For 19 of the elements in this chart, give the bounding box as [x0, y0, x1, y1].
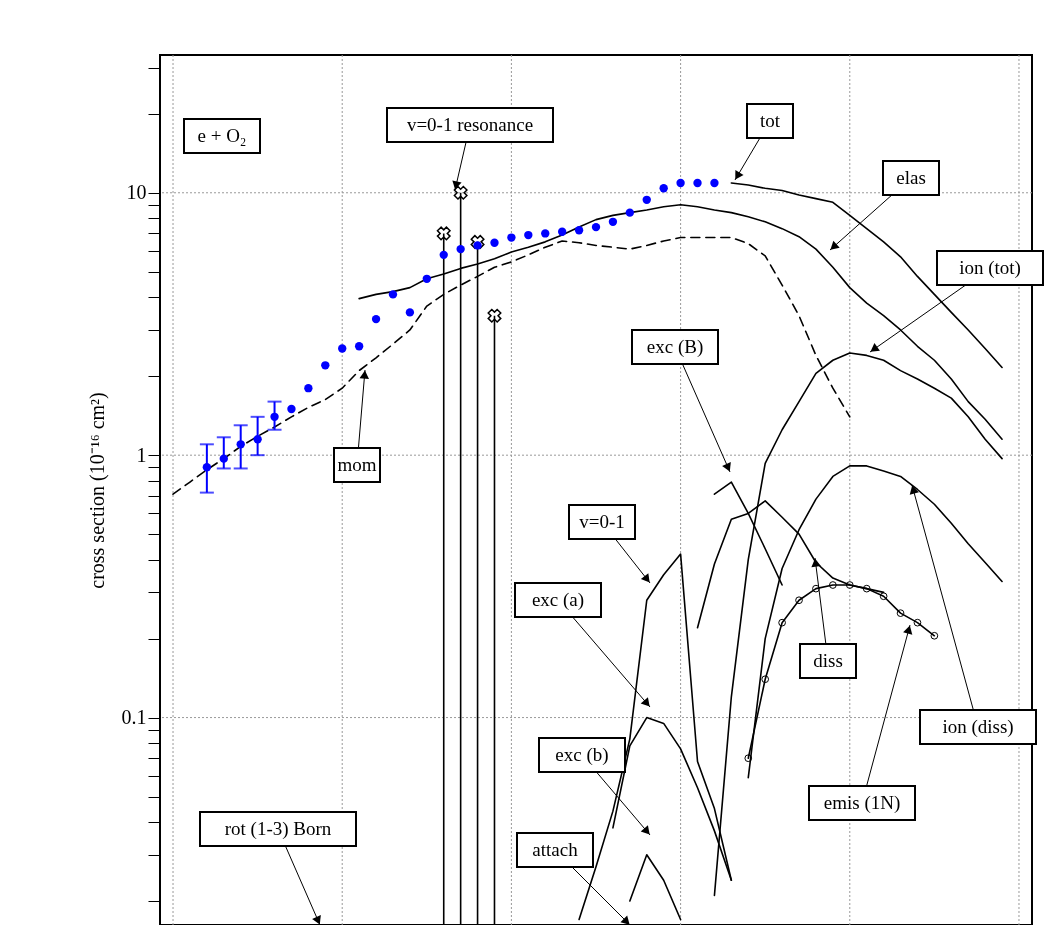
y-axis-title: cross section (10⁻¹⁶ cm²)	[85, 392, 109, 589]
text: mom	[337, 454, 377, 475]
text: diss	[813, 650, 843, 671]
text: exc (B)	[646, 336, 704, 358]
text: exc (b)	[555, 744, 609, 766]
text: v=0-1	[579, 511, 625, 532]
text: elas	[896, 167, 926, 188]
text: ion (diss)	[942, 716, 1014, 738]
text: ion (tot)	[959, 257, 1021, 279]
annotation: e + O₂	[197, 125, 247, 146]
annotation: rot (1-3) Born	[224, 818, 332, 840]
annotation: attach	[532, 839, 579, 860]
y-tick-label: 10	[126, 181, 147, 204]
text: tot	[759, 110, 781, 131]
text: emis (1N)	[823, 792, 901, 814]
text: exc (a)	[531, 589, 585, 611]
y-tick-label: 1	[136, 443, 147, 466]
y-tick-label: 0.1	[121, 706, 147, 729]
text: v=0-1 resonance	[406, 114, 534, 135]
